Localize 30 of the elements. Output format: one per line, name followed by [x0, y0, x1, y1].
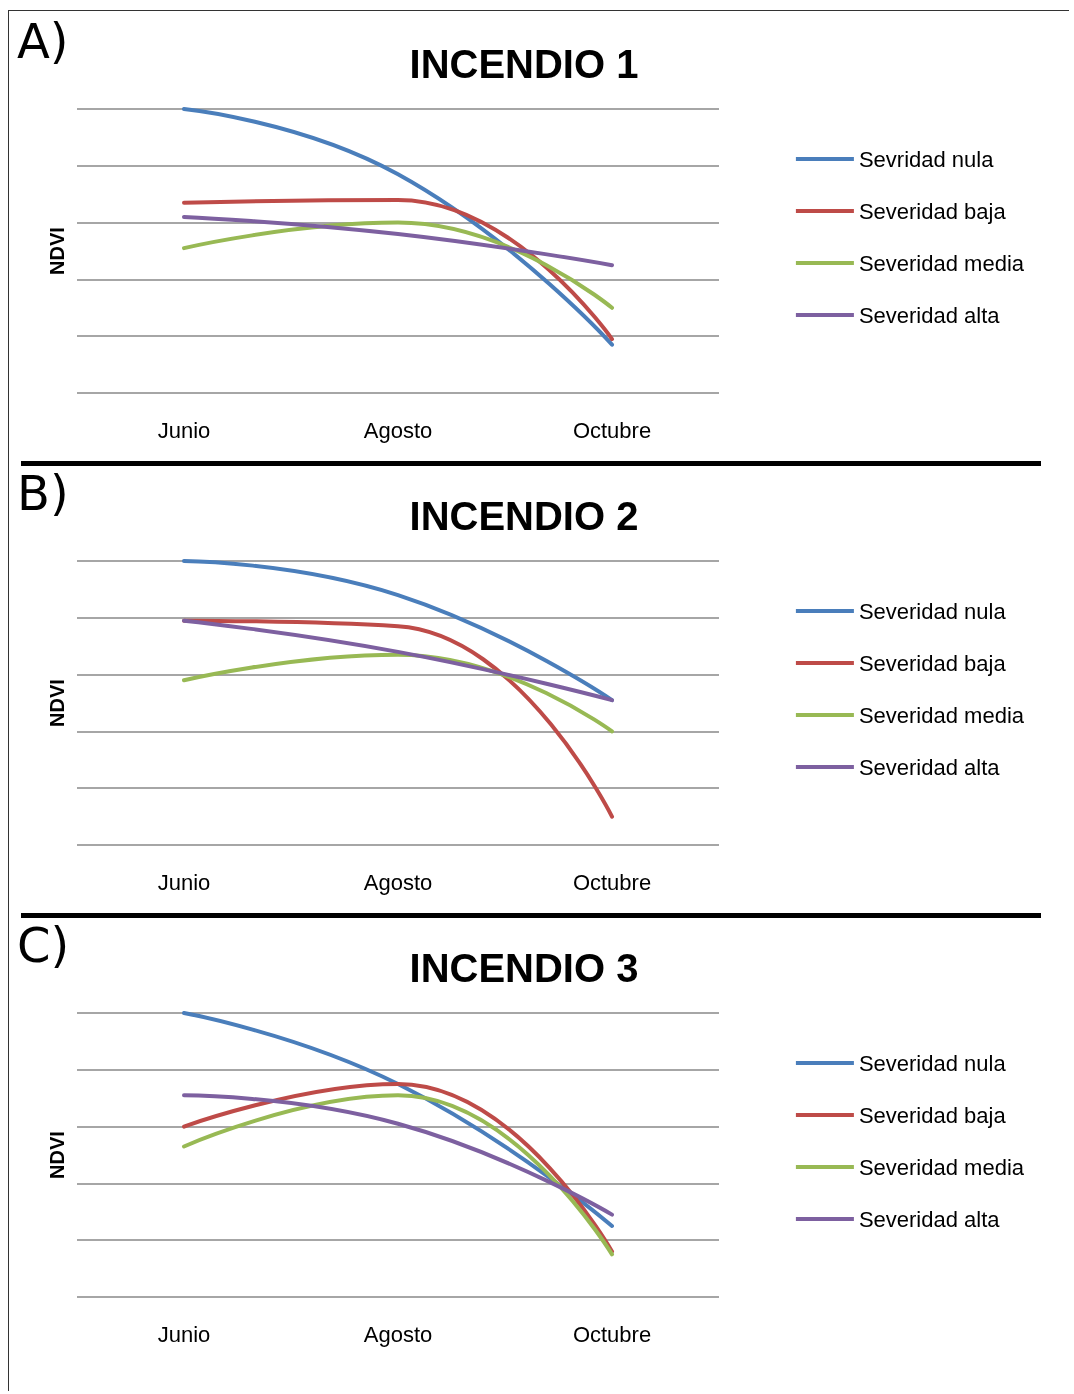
- x-tick-label: Junio: [157, 1321, 211, 1347]
- text: B): [17, 465, 69, 521]
- x-tick-label: Octubre: [572, 869, 652, 895]
- x-tick-label: Octubre: [572, 1321, 652, 1347]
- legend-label: Severidad nula: [858, 598, 1007, 624]
- chart-title: INCENDIO 2: [409, 494, 639, 538]
- chart-title: INCENDIO 3: [409, 946, 639, 990]
- text: A): [17, 13, 69, 69]
- x-tick-label: Octubre: [572, 417, 652, 443]
- y-axis-title: NDVI: [46, 679, 68, 727]
- legend-label: Severidad baja: [858, 1102, 1007, 1128]
- legend-label: Severidad media: [858, 702, 1025, 728]
- y-axis-title: NDVI: [46, 1131, 68, 1179]
- x-tick-label: Junio: [157, 417, 211, 443]
- legend-label: Severidad media: [858, 1154, 1025, 1180]
- x-tick-label: Agosto: [363, 417, 433, 443]
- x-tick-label: Agosto: [363, 869, 433, 895]
- text: C): [17, 917, 70, 973]
- legend-label: Severidad alta: [858, 1206, 1001, 1232]
- x-tick-label: Junio: [157, 869, 211, 895]
- x-tick-label: Agosto: [363, 1321, 433, 1347]
- legend-label: Severidad alta: [858, 302, 1001, 328]
- chart-title: INCENDIO 1: [409, 42, 639, 86]
- legend-label: Severidad media: [858, 250, 1025, 276]
- legend-label: Sevridad nula: [858, 146, 995, 172]
- legend-label: Severidad nula: [858, 1050, 1007, 1076]
- legend-label: Severidad baja: [858, 650, 1007, 676]
- y-axis-title: NDVI: [46, 227, 68, 275]
- legend-label: Severidad baja: [858, 198, 1007, 224]
- legend-label: Severidad alta: [858, 754, 1001, 780]
